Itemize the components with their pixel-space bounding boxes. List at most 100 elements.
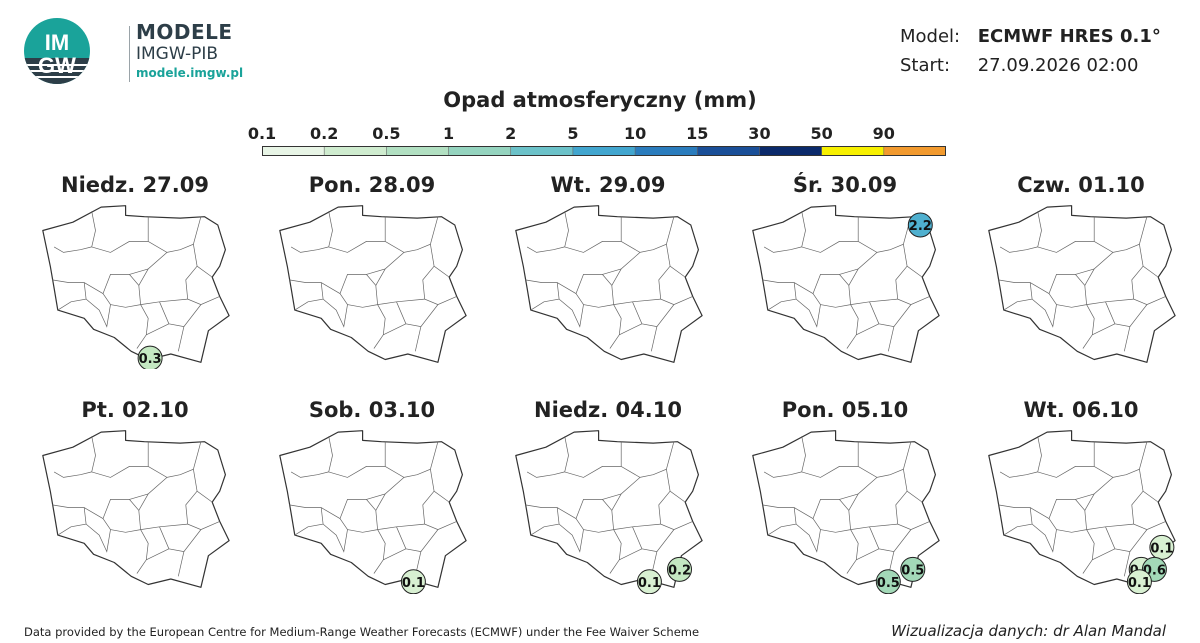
precip-marker-circle xyxy=(875,569,901,594)
poland-map: 0.1 xyxy=(279,430,467,594)
region-border xyxy=(801,466,859,478)
scale-segment xyxy=(324,146,387,156)
poland-map: 0.50.5 xyxy=(752,430,940,594)
scale-label: 0.5 xyxy=(372,124,401,143)
logo-title: MODELE xyxy=(136,20,233,44)
region-border xyxy=(998,504,1033,536)
region-border xyxy=(558,523,584,553)
region-border xyxy=(1123,551,1131,577)
precip-marker: 0.2 xyxy=(667,556,692,582)
region-border xyxy=(1084,268,1095,286)
country-outline xyxy=(752,430,940,588)
scale-segment xyxy=(759,146,823,156)
model-value: ECMWF HRES 0.1° xyxy=(977,26,1161,47)
scale-segment xyxy=(821,146,885,156)
region-border xyxy=(613,523,661,530)
region-border xyxy=(763,471,802,478)
scale-segment xyxy=(883,146,946,156)
region-border xyxy=(848,493,859,511)
precip-marker-value: 0.1 xyxy=(638,576,661,591)
region-border xyxy=(611,493,622,511)
logo-site-link[interactable]: modele.imgw.pl xyxy=(136,66,244,80)
precip-marker-value: 0.2 xyxy=(668,563,691,578)
region-border xyxy=(1031,298,1057,328)
scale-segment xyxy=(262,146,325,156)
country-outline xyxy=(279,430,467,588)
region-border xyxy=(328,241,386,253)
region-border xyxy=(1037,466,1095,478)
region-border xyxy=(91,211,96,247)
region-border xyxy=(1084,493,1095,511)
region-border xyxy=(564,211,569,247)
region-border xyxy=(557,499,614,530)
model-row: Model: ECMWF HRES 0.1° xyxy=(900,22,1161,51)
region-border xyxy=(794,499,851,530)
poland-map: 0.10.10.60.1 xyxy=(988,430,1176,594)
region-border xyxy=(869,301,912,327)
region-border xyxy=(185,490,220,530)
forecast-map: Śr. 30.09 2.2 xyxy=(745,171,945,369)
map-day-label: Czw. 01.10 xyxy=(1017,173,1145,197)
region-border xyxy=(147,441,202,478)
region-border xyxy=(1123,326,1131,352)
region-border xyxy=(564,466,622,478)
region-border xyxy=(575,293,614,308)
region-border xyxy=(762,504,797,536)
region-border xyxy=(801,211,806,247)
region-border xyxy=(619,323,643,336)
precip-marker-circle xyxy=(900,556,926,582)
precip-marker: 0.1 xyxy=(1126,569,1152,594)
poland-map xyxy=(515,205,703,363)
map-day-label: Wt. 06.10 xyxy=(1023,398,1139,422)
region-border xyxy=(289,504,324,536)
region-border xyxy=(999,471,1038,478)
region-border xyxy=(999,246,1038,253)
region-border xyxy=(146,323,170,336)
region-border xyxy=(177,326,185,352)
region-border xyxy=(384,441,439,478)
map-day-label: Pon. 28.09 xyxy=(308,173,436,197)
poland-map: 2.2 xyxy=(752,205,940,363)
region-border xyxy=(136,529,149,574)
region-border xyxy=(856,323,880,336)
map-title: Opad atmosferyczny (mm) xyxy=(443,88,757,112)
region-border xyxy=(1037,436,1042,472)
region-border xyxy=(632,526,675,552)
region-border xyxy=(396,301,439,327)
region-border xyxy=(839,477,878,500)
region-border xyxy=(85,298,111,328)
poland-map: 0.2 0.1 xyxy=(515,430,703,594)
forecast-map: Sob. 03.10 0.1 xyxy=(272,396,472,594)
region-border xyxy=(321,499,378,530)
map-day-label: Niedz. 04.10 xyxy=(534,398,682,422)
country-outline xyxy=(515,430,703,588)
region-border xyxy=(1048,293,1087,308)
region-border xyxy=(84,499,141,530)
region-border xyxy=(328,436,333,472)
precip-marker: 0.3 xyxy=(137,345,163,369)
imgw-logo: IM GW MODELE IMGW-PIB modele.imgw.pl xyxy=(24,18,243,84)
region-border xyxy=(846,529,859,574)
region-border xyxy=(526,471,565,478)
region-border xyxy=(1048,518,1087,533)
start-value: 27.09.2026 02:00 xyxy=(977,55,1139,76)
region-border xyxy=(564,436,569,472)
region-border xyxy=(609,304,622,349)
region-border xyxy=(290,471,329,478)
region-border xyxy=(383,323,407,336)
region-border xyxy=(138,268,149,286)
region-border xyxy=(102,518,141,533)
forecast-map: Wt. 29.09 xyxy=(508,171,708,369)
color-scale-bar xyxy=(262,146,946,156)
region-border xyxy=(1086,298,1134,305)
map-day-label: Śr. 30.09 xyxy=(792,173,898,197)
region-border xyxy=(91,241,149,253)
region-border xyxy=(1031,523,1057,553)
region-border xyxy=(375,268,386,286)
region-border xyxy=(375,493,386,511)
precip-marker: 0.1 xyxy=(400,569,426,594)
region-border xyxy=(887,326,895,352)
region-border xyxy=(658,490,693,530)
region-border xyxy=(1037,211,1042,247)
region-border xyxy=(1082,529,1095,574)
